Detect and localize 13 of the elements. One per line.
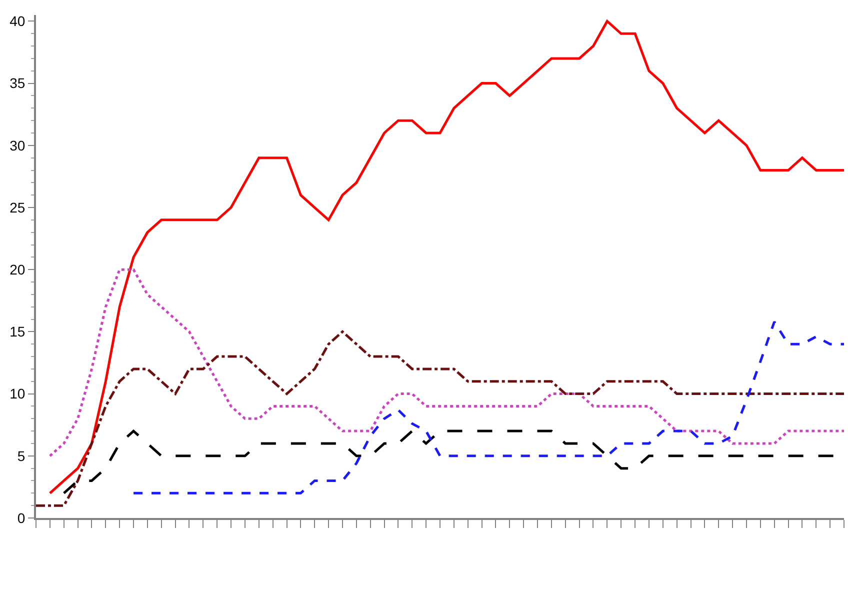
y-tick-label: 10 [10, 386, 26, 402]
y-tick-label: 5 [17, 448, 26, 464]
y-tick-label: 40 [10, 13, 26, 30]
y-tick-label: 35 [10, 75, 26, 92]
y-tick-label: 0 [17, 510, 26, 526]
y-tick-label: 15 [10, 324, 26, 340]
line-series [48, 268, 844, 458]
y-tick-label: 20 [10, 262, 26, 278]
y-tick-label: 30 [10, 137, 26, 154]
line-series [132, 320, 844, 494]
line-series [48, 20, 844, 494]
line-series [36, 330, 844, 507]
y-tick-label: 25 [10, 199, 26, 216]
